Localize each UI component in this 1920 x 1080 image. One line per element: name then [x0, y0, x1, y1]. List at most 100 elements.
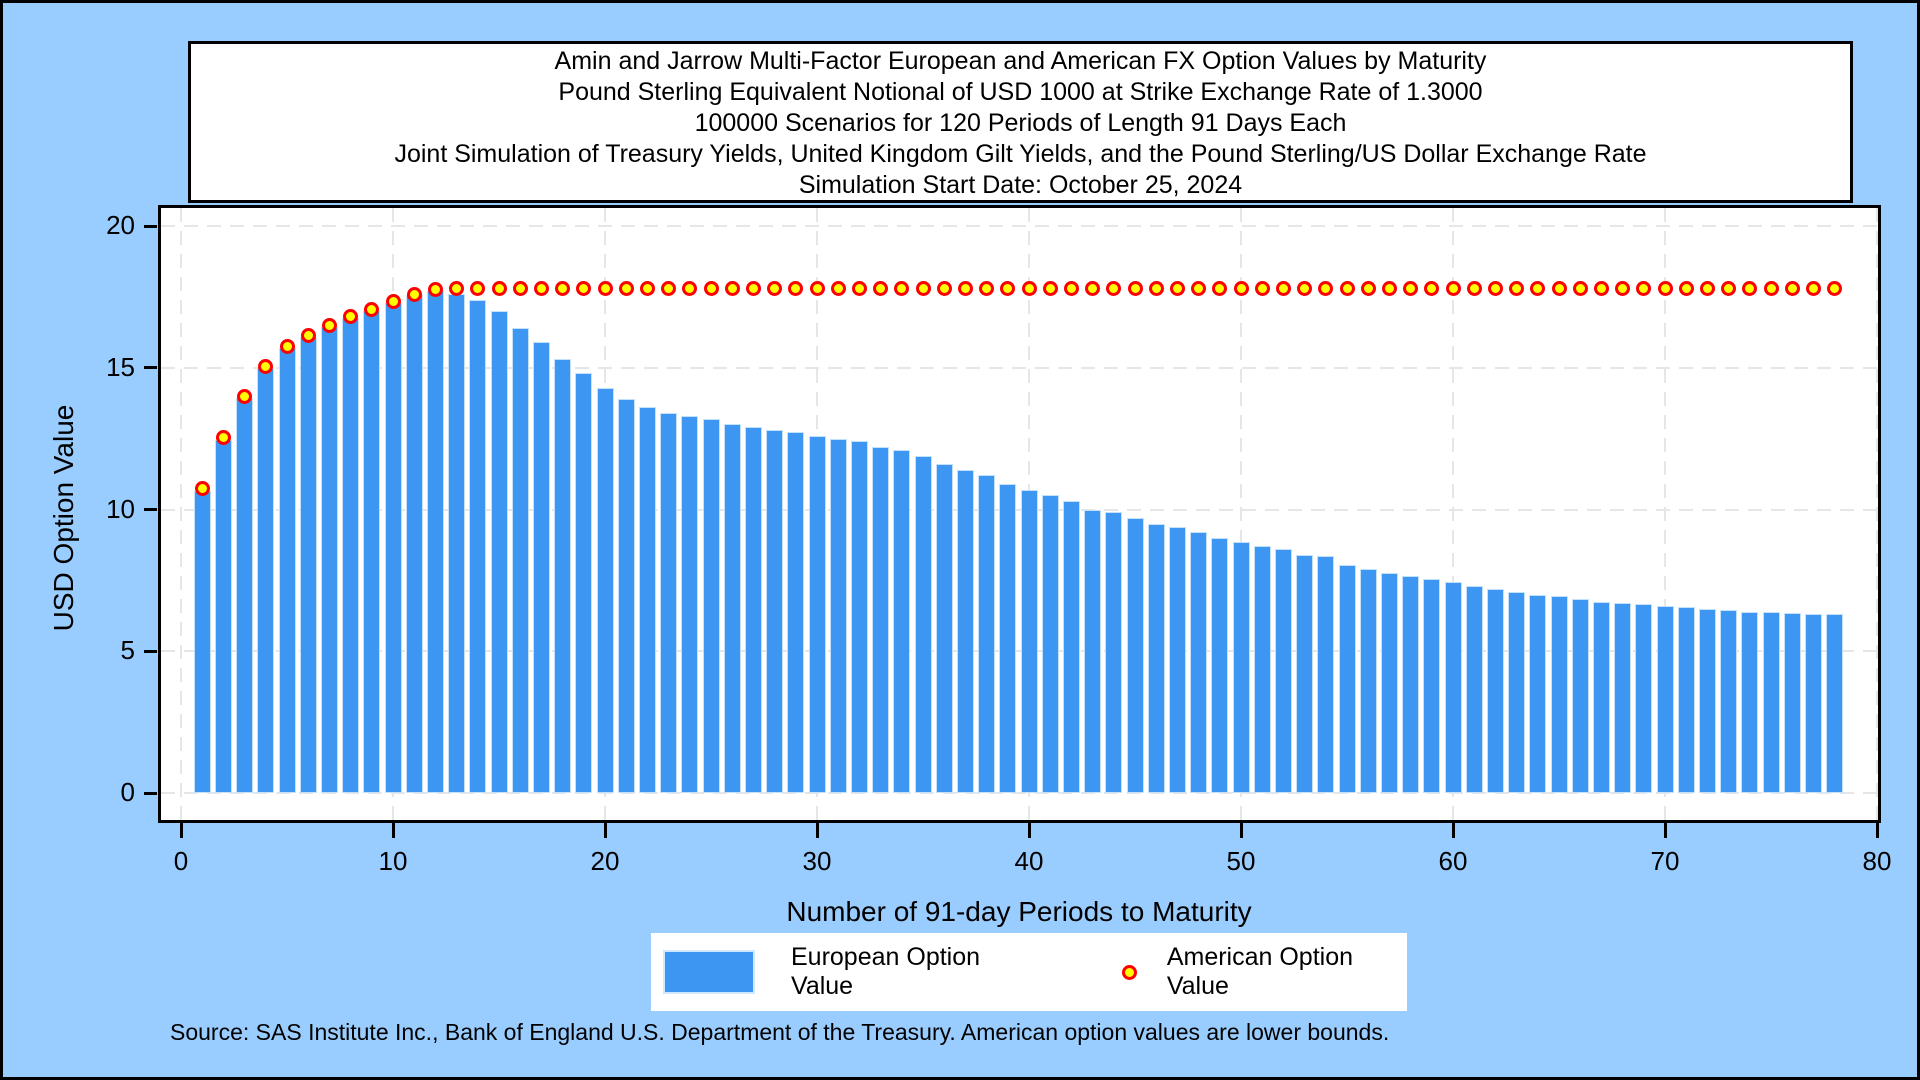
american-option-marker — [1106, 280, 1122, 296]
european-option-bar — [681, 415, 699, 793]
european-option-bar — [744, 427, 762, 793]
american-option-marker — [724, 280, 740, 296]
legend-label-american: American Option Value — [1166, 943, 1354, 1000]
european-option-bar — [978, 475, 996, 793]
european-option-bar — [999, 483, 1017, 793]
european-option-bar — [384, 302, 402, 793]
european-option-bar — [511, 328, 529, 793]
european-option-bar — [1020, 489, 1038, 793]
american-option-marker — [767, 280, 783, 296]
american-option-marker — [576, 280, 592, 296]
european-option-bar — [532, 342, 550, 793]
x-tick-mark — [1027, 823, 1031, 838]
european-option-bar — [575, 373, 593, 793]
x-tick-label: 40 — [1014, 846, 1044, 876]
american-option-marker — [682, 280, 698, 296]
american-option-marker — [1275, 280, 1291, 296]
american-option-marker — [321, 317, 337, 333]
title-line-2: Pound Sterling Equivalent Notional of US… — [558, 78, 1483, 106]
horizontal-gridline — [161, 508, 1878, 511]
legend-swatch-european-bar — [663, 950, 755, 994]
vertical-gridline — [1240, 208, 1242, 820]
x-tick-label: 20 — [590, 846, 620, 876]
european-option-bar — [617, 398, 635, 793]
american-option-marker — [1042, 280, 1058, 296]
european-option-bar — [426, 291, 444, 793]
european-option-bar — [342, 318, 360, 793]
american-option-marker — [470, 280, 486, 296]
x-tick-label: 60 — [1438, 846, 1468, 876]
y-tick-label: 5 — [120, 635, 135, 666]
european-option-bar — [1126, 518, 1144, 793]
american-option-marker — [1805, 280, 1821, 296]
x-tick-mark — [179, 823, 183, 838]
american-option-marker — [1763, 280, 1779, 296]
american-option-marker — [639, 280, 655, 296]
american-option-marker — [1339, 280, 1355, 296]
european-option-bar — [1338, 564, 1356, 793]
american-option-marker — [661, 280, 677, 296]
american-option-marker — [1169, 280, 1185, 296]
american-option-marker — [533, 280, 549, 296]
y-tick-label: 15 — [106, 351, 135, 382]
y-tick-label: 20 — [106, 210, 135, 240]
european-option-bar — [638, 407, 656, 793]
european-option-bar — [1486, 588, 1504, 793]
european-option-bar — [1783, 612, 1801, 793]
american-option-marker — [873, 280, 889, 296]
american-option-marker — [1530, 280, 1546, 296]
european-option-bar — [829, 438, 847, 793]
american-option-marker — [1827, 280, 1843, 296]
american-option-marker — [1424, 280, 1440, 296]
european-option-bar — [1762, 611, 1780, 793]
european-option-bar — [1592, 601, 1610, 793]
y-tick-mark — [144, 791, 157, 795]
european-option-bar — [1147, 523, 1165, 793]
european-option-bar — [1168, 526, 1186, 793]
european-option-bar — [1741, 611, 1759, 793]
plot-area — [158, 205, 1881, 823]
x-tick-label: 70 — [1650, 846, 1680, 876]
title-line-5: Simulation Start Date: October 25, 2024 — [798, 171, 1243, 199]
american-option-marker — [1509, 280, 1525, 296]
horizontal-gridline — [161, 366, 1878, 369]
american-option-marker — [512, 280, 528, 296]
x-tick-label: 10 — [378, 846, 408, 876]
european-option-bar — [1444, 581, 1462, 793]
european-option-bar — [1274, 549, 1292, 793]
european-option-bar — [872, 447, 890, 793]
european-option-bar — [766, 430, 784, 793]
american-option-marker — [491, 280, 507, 296]
x-tick-mark — [1663, 823, 1667, 838]
vertical-gridline — [1876, 208, 1878, 820]
x-tick-mark — [815, 823, 819, 838]
european-option-bar — [702, 418, 720, 793]
legend-marker-american-circle-icon — [1121, 964, 1137, 980]
american-option-marker — [343, 309, 359, 325]
european-option-bar — [1826, 614, 1844, 793]
american-option-marker — [1318, 280, 1334, 296]
european-option-bar — [1804, 614, 1822, 793]
american-option-marker — [1212, 280, 1228, 296]
european-option-bar — [660, 413, 678, 793]
american-option-marker — [936, 280, 952, 296]
european-option-bar — [893, 449, 911, 793]
american-option-marker — [1381, 280, 1397, 296]
american-option-marker — [809, 280, 825, 296]
american-option-marker — [1127, 280, 1143, 296]
european-option-bar — [257, 367, 275, 793]
european-option-bar — [469, 299, 487, 793]
european-option-bar — [1465, 586, 1483, 793]
european-option-bar — [448, 294, 466, 793]
european-option-bar — [850, 441, 868, 793]
american-option-marker — [1466, 280, 1482, 296]
european-option-bar — [1656, 605, 1674, 793]
american-option-marker — [1721, 280, 1737, 296]
y-tick-mark — [144, 649, 157, 653]
american-option-marker — [1254, 280, 1270, 296]
y-tick-mark — [144, 366, 157, 370]
european-option-bar — [299, 336, 317, 793]
american-option-marker — [555, 280, 571, 296]
american-option-marker — [258, 358, 274, 374]
american-option-marker — [1572, 280, 1588, 296]
